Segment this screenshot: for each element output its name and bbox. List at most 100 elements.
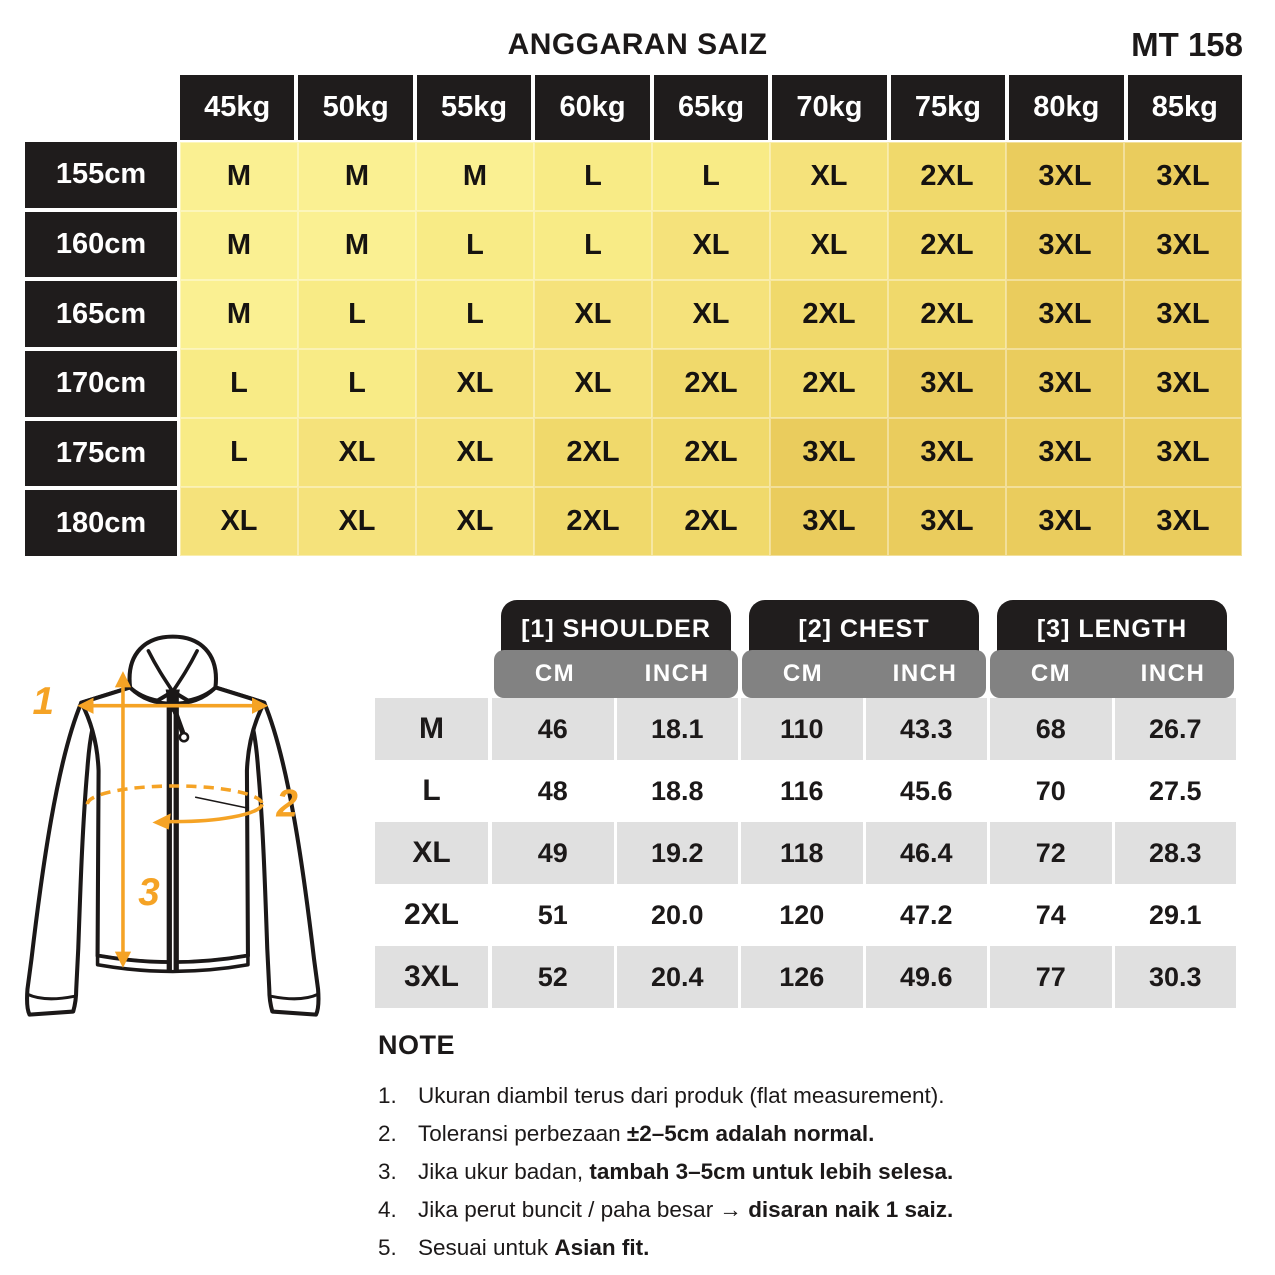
size-matrix-cell: 2XL bbox=[652, 418, 770, 487]
measurement-value-cell: 110 bbox=[741, 698, 863, 760]
size-matrix-cell: L bbox=[416, 280, 534, 349]
group-unit-bar: CM INCH bbox=[742, 650, 986, 698]
size-matrix-cell: 3XL bbox=[1006, 142, 1124, 211]
jacket-diagram: 1 2 3 bbox=[10, 598, 366, 1040]
product-code: MT 158 bbox=[1131, 26, 1243, 63]
size-matrix-cell: M bbox=[416, 142, 534, 211]
size-matrix-cell: 2XL bbox=[770, 349, 888, 418]
measurement-size-label: XL bbox=[375, 822, 488, 884]
measurement-group: [2] CHEST CM INCH bbox=[740, 600, 988, 698]
note-text: Jika perut buncit / paha besar → disaran… bbox=[418, 1197, 954, 1222]
measurement-value-cell: 70 bbox=[1035, 775, 1066, 806]
unit-header: INCH bbox=[644, 660, 710, 687]
size-matrix-cell: 2XL bbox=[888, 142, 1006, 211]
note-text: Toleransi perbezaan ±2–5cm adalah normal… bbox=[418, 1121, 875, 1146]
weight-header-cell: 45kg bbox=[180, 75, 295, 140]
measurement-value-cell: 30.3 bbox=[1114, 946, 1236, 1008]
size-matrix-cell: XL bbox=[298, 418, 416, 487]
size-matrix-cell: XL bbox=[534, 280, 652, 349]
size-matrix-cell: XL bbox=[180, 487, 298, 556]
size-matrix-cell: 2XL bbox=[888, 211, 1006, 280]
note-item: 4. Jika perut buncit / paha besar → disar… bbox=[378, 1191, 1258, 1229]
measurement-value-cell: 49 bbox=[492, 822, 614, 884]
measurement-value-cell: 120 bbox=[779, 899, 825, 930]
note-text: Sesuai untuk Asian fit. bbox=[418, 1235, 650, 1260]
size-matrix-cell: 3XL bbox=[1124, 487, 1242, 556]
measurement-size-column: M L XL 2XL 3XL bbox=[375, 698, 488, 1008]
size-matrix-cell: XL bbox=[770, 211, 888, 280]
weight-header-cell: 85kg bbox=[1127, 75, 1242, 140]
size-matrix-cell: 3XL bbox=[888, 487, 1006, 556]
height-header-cell: 165cm bbox=[25, 281, 177, 347]
marker-shoulder: 1 bbox=[33, 680, 54, 723]
measurement-annotations: 1 2 3 bbox=[33, 671, 298, 968]
measurement-value-cell: 77 bbox=[990, 946, 1112, 1008]
note-number: 5. bbox=[378, 1235, 397, 1260]
marker-length: 3 bbox=[138, 871, 160, 914]
jacket-right-sleeve bbox=[213, 685, 321, 1017]
size-matrix-cell: 3XL bbox=[1006, 418, 1124, 487]
measurement-size-label: L bbox=[422, 774, 441, 807]
size-matrix-cell: L bbox=[652, 142, 770, 211]
unit-header: INCH bbox=[1140, 660, 1206, 687]
measurement-value-cell: 19.2 bbox=[616, 822, 738, 884]
height-header-cell: 180cm bbox=[25, 490, 177, 556]
size-matrix-cell: L bbox=[298, 280, 416, 349]
note-heading: NOTE bbox=[378, 1030, 456, 1060]
note-number: 4. bbox=[378, 1197, 397, 1222]
size-matrix-cell: 2XL bbox=[888, 280, 1006, 349]
measurement-group: [3] LENGTH CM INCH bbox=[988, 600, 1236, 698]
measurement-row: 51 20.0 120 47.2 74 29.1 bbox=[492, 884, 1236, 946]
weight-header-cell: 50kg bbox=[298, 75, 413, 140]
note-text: Jika ukur badan, tambah 3–5cm untuk lebi… bbox=[418, 1159, 954, 1184]
note-item: 2. Toleransi perbezaan ±2–5cm adalah norm… bbox=[378, 1115, 1258, 1153]
height-header-column: 155cm 160cm 165cm 170cm 175cm 180cm bbox=[25, 142, 177, 556]
measurement-value-cell: 18.1 bbox=[616, 698, 738, 760]
size-matrix-cell: XL bbox=[416, 418, 534, 487]
jacket-illustration: 1 2 3 bbox=[25, 634, 321, 1017]
measurement-row: 52 20.4 126 49.6 77 30.3 bbox=[492, 946, 1236, 1008]
jacket-left-sleeve bbox=[25, 685, 133, 1017]
size-matrix-cell: 3XL bbox=[1124, 280, 1242, 349]
measurement-value-cell: 43.3 bbox=[865, 698, 987, 760]
measurement-row: 49 19.2 118 46.4 72 28.3 bbox=[492, 822, 1236, 884]
measurement-value-cell: 20.0 bbox=[650, 899, 704, 930]
size-matrix-cell: M bbox=[180, 142, 298, 211]
measurement-value-cell: 28.3 bbox=[1114, 822, 1236, 884]
size-matrix-cell: XL bbox=[652, 280, 770, 349]
size-matrix-cell: 3XL bbox=[1124, 349, 1242, 418]
weight-header-cell: 55kg bbox=[416, 75, 532, 140]
note-number: 1. bbox=[378, 1083, 397, 1108]
height-header-cell: 170cm bbox=[25, 350, 177, 417]
size-matrix-cell: 2XL bbox=[534, 487, 652, 556]
size-matrix-cell: L bbox=[180, 418, 298, 487]
size-matrix-cell: XL bbox=[534, 349, 652, 418]
measurement-value-cell: 26.7 bbox=[1114, 698, 1236, 760]
size-matrix-cell: 3XL bbox=[1124, 211, 1242, 280]
size-matrix-cell: L bbox=[534, 142, 652, 211]
unit-header: CM bbox=[534, 660, 576, 687]
size-matrix-cell: L bbox=[534, 211, 652, 280]
weight-header-cell: 70kg bbox=[772, 75, 887, 140]
size-matrix-cell: 3XL bbox=[1124, 418, 1242, 487]
group-unit-bar: CM INCH bbox=[494, 650, 738, 698]
note-item: 5. Sesuai untuk Asian fit. bbox=[378, 1229, 1258, 1267]
group-unit-bar: CM INCH bbox=[990, 650, 1234, 698]
size-matrix-cell: XL bbox=[416, 349, 534, 418]
measurement-value-cell: 52 bbox=[492, 946, 614, 1008]
size-matrix-cell: L bbox=[298, 349, 416, 418]
measurement-value-cell: 51 bbox=[537, 899, 568, 930]
measurement-value-cell: 46.4 bbox=[865, 822, 987, 884]
measurement-value-cell: 45.6 bbox=[899, 775, 953, 806]
measurement-value-cell: 29.1 bbox=[1148, 899, 1202, 930]
measurement-value-cell: 48 bbox=[537, 775, 568, 806]
size-matrix-cell: 2XL bbox=[770, 280, 888, 349]
group-tab-label: [2] CHEST bbox=[749, 600, 979, 658]
size-matrix-cell: L bbox=[180, 349, 298, 418]
size-matrix-cell: M bbox=[298, 142, 416, 211]
note-text: Ukuran diambil terus dari produk (flat m… bbox=[418, 1083, 945, 1108]
measurement-value-cell: 68 bbox=[990, 698, 1112, 760]
size-matrix-cell: M bbox=[298, 211, 416, 280]
note-number: 3. bbox=[378, 1159, 397, 1184]
measurement-size-label: 3XL bbox=[375, 946, 488, 1008]
